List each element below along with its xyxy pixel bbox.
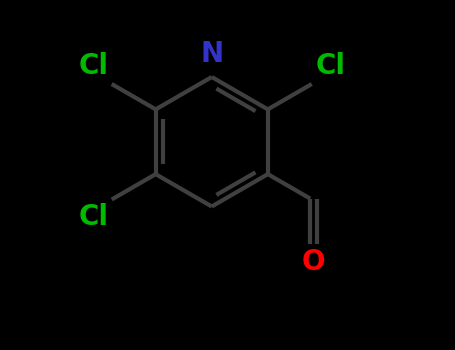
Text: N: N bbox=[200, 40, 223, 68]
Text: O: O bbox=[302, 248, 325, 276]
Text: Cl: Cl bbox=[315, 52, 345, 80]
Text: Cl: Cl bbox=[78, 203, 108, 231]
Text: Cl: Cl bbox=[78, 52, 108, 80]
